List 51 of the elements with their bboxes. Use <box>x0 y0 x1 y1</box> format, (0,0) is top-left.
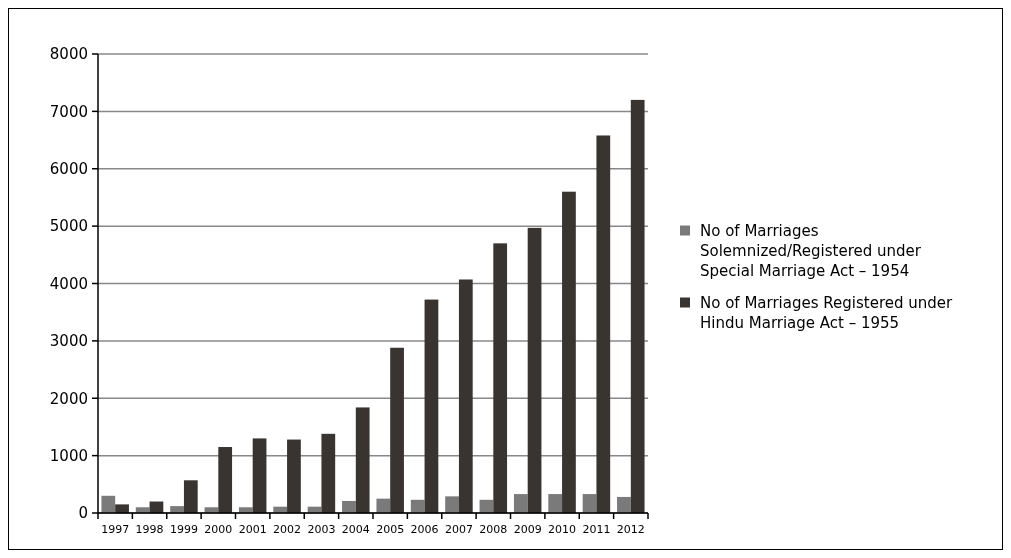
bar <box>617 496 631 513</box>
x-tick-label: 2003 <box>307 523 336 536</box>
bar <box>101 495 116 513</box>
bar <box>218 447 233 513</box>
x-tick-label: 2010 <box>548 523 577 536</box>
y-tick-label: 2000 <box>49 389 88 408</box>
bar <box>342 500 356 513</box>
x-tick-label: 2008 <box>479 523 508 536</box>
x-tick-label: 1997 <box>101 523 130 536</box>
bar <box>527 227 542 513</box>
y-tick-label: 7000 <box>49 102 88 121</box>
y-tick-label: 5000 <box>49 217 88 236</box>
legend-label: No of Marriages Registered under Hindu Marriage Act – 1955 <box>700 293 953 332</box>
bar <box>376 498 391 513</box>
x-tick-label: 2012 <box>616 523 645 536</box>
x-tick-label: 2001 <box>238 523 267 536</box>
bar <box>513 494 528 513</box>
x-tick-label: 2011 <box>582 523 611 536</box>
bar <box>321 433 336 513</box>
bar <box>287 439 301 513</box>
y-tick-label: 3000 <box>49 332 88 351</box>
x-tick-label: 2009 <box>513 523 542 536</box>
bar <box>424 299 439 513</box>
bar <box>410 499 425 513</box>
bar <box>115 504 129 513</box>
bar <box>252 438 267 513</box>
y-tick-label: 4000 <box>49 274 88 293</box>
bar <box>445 496 459 513</box>
x-tick-label: 1998 <box>135 523 164 536</box>
bar <box>458 279 473 513</box>
x-tick-label: 2005 <box>376 523 405 536</box>
x-tick-label: 2002 <box>273 523 302 536</box>
y-tick-label: 1000 <box>49 446 88 465</box>
bar <box>582 494 597 513</box>
bar <box>630 99 645 513</box>
bar <box>493 243 508 513</box>
x-tick-label: 2007 <box>444 523 473 536</box>
x-tick-label: 2006 <box>410 523 439 536</box>
x-tick-label: 2004 <box>341 523 370 536</box>
x-tick-label: 1999 <box>169 523 198 536</box>
y-tick-label: 8000 <box>49 45 88 64</box>
y-tick-label: 0 <box>78 504 88 523</box>
bar <box>596 135 611 513</box>
y-tick-label: 6000 <box>49 160 88 178</box>
legend-label: No of Marriages Solemnized/Registered under Special Marriage Act – 1954 <box>700 221 922 280</box>
x-tick-label: 2000 <box>204 523 233 536</box>
bar <box>562 191 576 513</box>
bar <box>548 494 563 513</box>
bar <box>183 480 198 513</box>
bar <box>390 347 404 513</box>
bar <box>355 407 370 513</box>
